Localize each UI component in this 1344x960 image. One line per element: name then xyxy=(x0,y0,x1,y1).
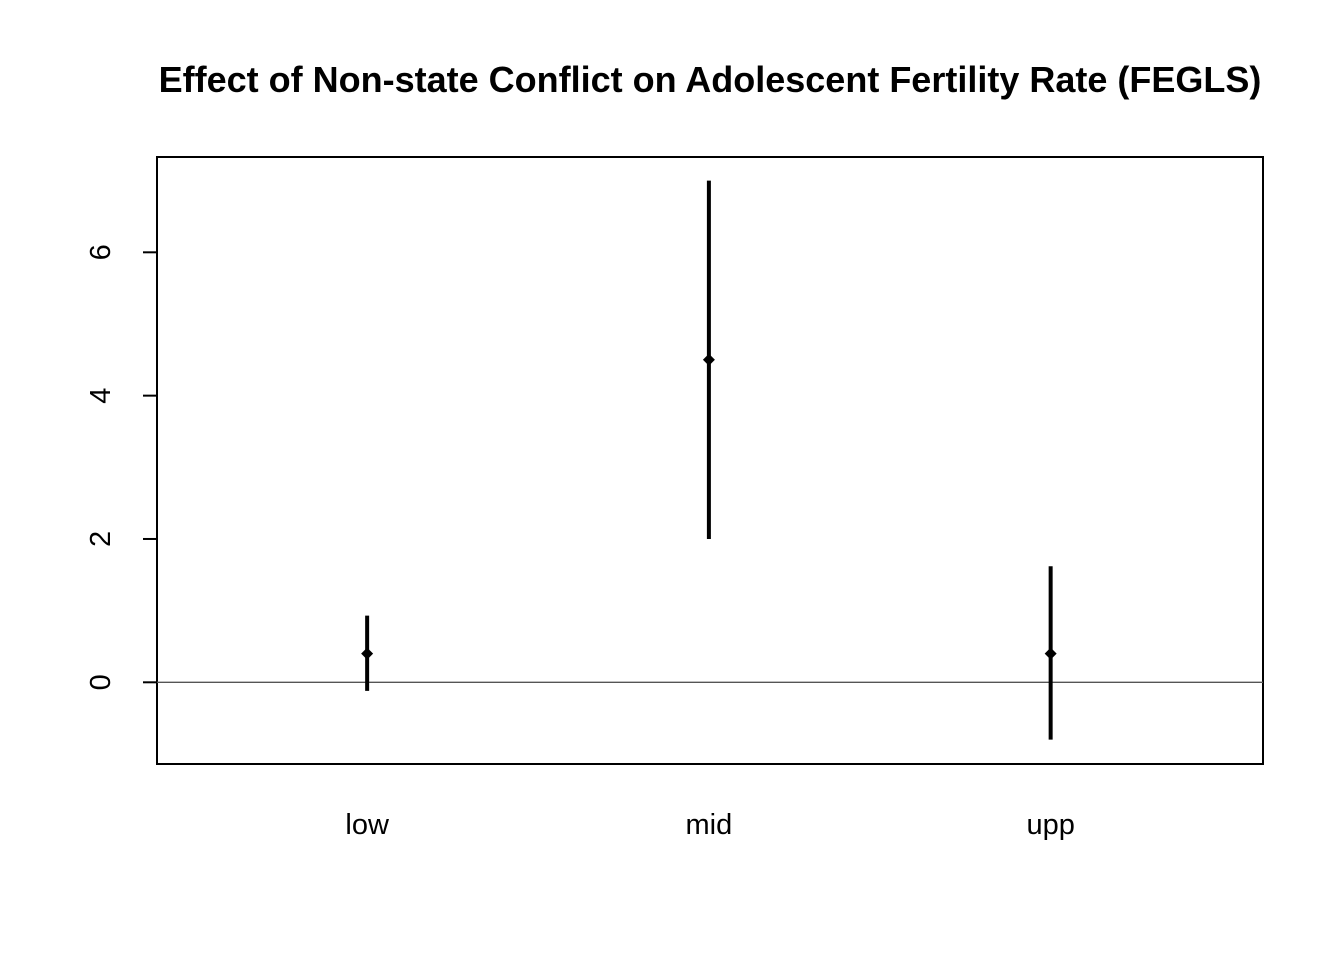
x-tick-label: upp xyxy=(1026,809,1074,841)
y-tick-label: 4 xyxy=(85,388,117,404)
plot-frame xyxy=(156,156,1264,765)
marks-layer xyxy=(361,180,1057,740)
point-estimate-low xyxy=(361,647,374,660)
point-estimate-upp xyxy=(1044,647,1057,660)
x-axis: low mid upp xyxy=(345,809,1074,841)
chart-title: Effect of Non-state Conflict on Adolesce… xyxy=(159,59,1262,100)
x-tick-label: low xyxy=(345,809,390,841)
y-axis: 0 2 4 6 xyxy=(85,244,157,690)
y-tick-label: 0 xyxy=(85,674,117,690)
y-tick-label: 6 xyxy=(85,244,117,260)
point-estimate-mid xyxy=(702,353,715,366)
x-tick-label: mid xyxy=(686,809,733,841)
y-tick-label: 2 xyxy=(85,531,117,547)
